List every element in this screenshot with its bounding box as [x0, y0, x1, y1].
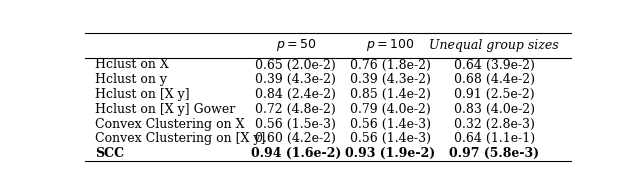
Text: Hclust on [X y]: Hclust on [X y] [95, 88, 189, 101]
Text: Hclust on X: Hclust on X [95, 58, 168, 71]
Text: 0.97 (5.8e-3): 0.97 (5.8e-3) [449, 147, 540, 160]
Text: 0.93 (1.9e-2): 0.93 (1.9e-2) [345, 147, 435, 160]
Text: SCC: SCC [95, 147, 124, 160]
Text: Convex Clustering on X: Convex Clustering on X [95, 118, 244, 131]
Text: 0.64 (3.9e-2): 0.64 (3.9e-2) [454, 58, 534, 71]
Text: $p = 50$: $p = 50$ [276, 37, 316, 53]
Text: 0.56 (1.4e-3): 0.56 (1.4e-3) [349, 132, 431, 145]
Text: 0.91 (2.5e-2): 0.91 (2.5e-2) [454, 88, 534, 101]
Text: 0.83 (4.0e-2): 0.83 (4.0e-2) [454, 103, 534, 116]
Text: Convex Clustering on [X y]: Convex Clustering on [X y] [95, 132, 265, 145]
Text: 0.39 (4.3e-2): 0.39 (4.3e-2) [349, 73, 431, 86]
Text: 0.64 (1.1e-1): 0.64 (1.1e-1) [454, 132, 535, 145]
Text: 0.32 (2.8e-3): 0.32 (2.8e-3) [454, 118, 534, 131]
Text: 0.56 (1.4e-3): 0.56 (1.4e-3) [349, 118, 431, 131]
Text: Hclust on y: Hclust on y [95, 73, 167, 86]
Text: 0.56 (1.5e-3): 0.56 (1.5e-3) [255, 118, 336, 131]
Text: 0.39 (4.3e-2): 0.39 (4.3e-2) [255, 73, 336, 86]
Text: 0.84 (2.4e-2): 0.84 (2.4e-2) [255, 88, 336, 101]
Text: 0.76 (1.8e-2): 0.76 (1.8e-2) [349, 58, 431, 71]
Text: 0.85 (1.4e-2): 0.85 (1.4e-2) [349, 88, 431, 101]
Text: Hclust on [X y] Gower: Hclust on [X y] Gower [95, 103, 235, 116]
Text: 0.94 (1.6e-2): 0.94 (1.6e-2) [251, 147, 341, 160]
Text: $p = 100$: $p = 100$ [366, 37, 414, 53]
Text: 0.68 (4.4e-2): 0.68 (4.4e-2) [454, 73, 534, 86]
Text: Unequal group sizes: Unequal group sizes [429, 39, 559, 52]
Text: 0.72 (4.8e-2): 0.72 (4.8e-2) [255, 103, 336, 116]
Text: 0.79 (4.0e-2): 0.79 (4.0e-2) [349, 103, 430, 116]
Text: 0.65 (2.0e-2): 0.65 (2.0e-2) [255, 58, 336, 71]
Text: 0.60 (4.2e-2): 0.60 (4.2e-2) [255, 132, 336, 145]
